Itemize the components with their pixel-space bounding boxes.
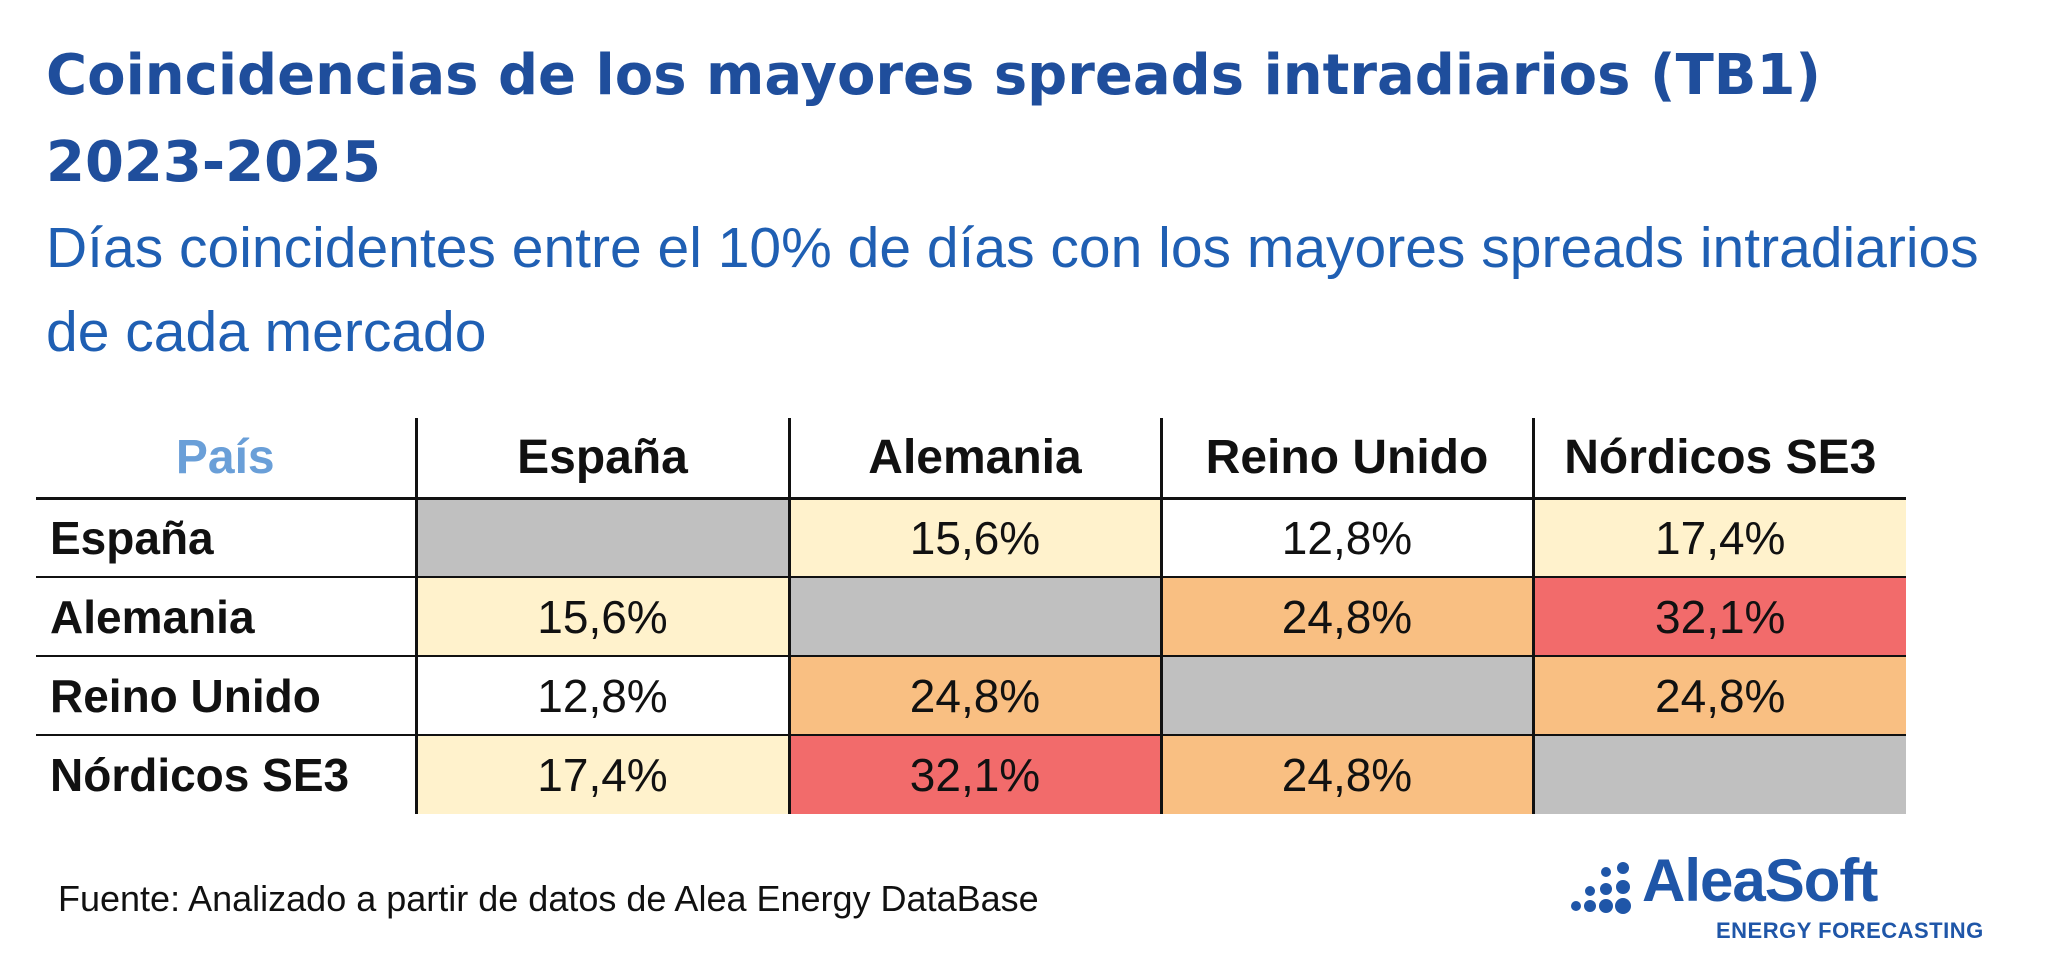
logo-name: AleaSoft: [1642, 847, 1878, 914]
logo-tagline: ENERGY FORECASTING: [1716, 918, 1984, 943]
row-header-reino-unido: Reino Unido: [50, 669, 321, 722]
table-row-reino-unido: Reino Unido 12,8% 24,8% 24,8%: [36, 656, 1906, 735]
cell-espana-espana: [414, 498, 789, 577]
header-row: País España Alemania Reino Unido Nórdico…: [36, 418, 1906, 500]
table-row-nordicos-se3: Nórdicos SE3 17,4% 32,1% 24,8%: [36, 735, 1906, 814]
column-header-nordicos-se3: Nórdicos SE3: [1531, 418, 1906, 500]
chart-title: Coincidencias de los mayores spreads int…: [46, 43, 1822, 195]
logo-dots-icon: [1571, 862, 1631, 914]
cell-alemania-espana: 15,6%: [414, 577, 789, 656]
cell-nordicos-se3-nordicos-se3: [1531, 735, 1906, 814]
column-header-reino-unido: Reino Unido: [1159, 418, 1533, 500]
table-row-espana: España 15,6% 12,8% 17,4%: [36, 498, 1906, 577]
cell-alemania-alemania: [787, 577, 1161, 656]
cell-nordicos-se3-alemania: 32,1%: [787, 735, 1161, 814]
cell-reino-unido-espana: 12,8%: [414, 656, 789, 735]
aleasoft-logo: AleaSoft ENERGY FORECASTING: [1570, 847, 2010, 944]
source-note: Fuente: Analizado a partir de datos de A…: [58, 878, 1039, 919]
cell-espana-reino-unido: 12,8%: [1159, 498, 1533, 577]
cell-espana-alemania: 15,6%: [787, 498, 1161, 577]
column-header-espana: España: [414, 418, 789, 500]
table-row-alemania: Alemania 15,6% 24,8% 32,1%: [36, 577, 1906, 656]
cell-nordicos-se3-espana: 17,4%: [414, 735, 789, 814]
cell-alemania-reino-unido: 24,8%: [1159, 577, 1533, 656]
chart-subtitle: Días coincidentes entre el 10% de días c…: [46, 216, 1979, 364]
row-header-alemania: Alemania: [50, 590, 255, 643]
cell-reino-unido-alemania: 24,8%: [787, 656, 1161, 735]
coincidence-matrix: País España Alemania Reino Unido Nórdico…: [36, 418, 1906, 814]
column-header-alemania: Alemania: [787, 418, 1161, 500]
cell-alemania-nordicos-se3: 32,1%: [1531, 577, 1906, 656]
row-header-nordicos-se3: Nórdicos SE3: [50, 749, 350, 801]
row-header-espana: España: [50, 511, 214, 564]
cell-espana-nordicos-se3: 17,4%: [1531, 498, 1906, 577]
corner-label: País: [36, 418, 416, 500]
cell-reino-unido-reino-unido: [1159, 656, 1533, 735]
cell-nordicos-se3-reino-unido: 24,8%: [1159, 735, 1533, 814]
cell-reino-unido-nordicos-se3: 24,8%: [1531, 656, 1906, 735]
